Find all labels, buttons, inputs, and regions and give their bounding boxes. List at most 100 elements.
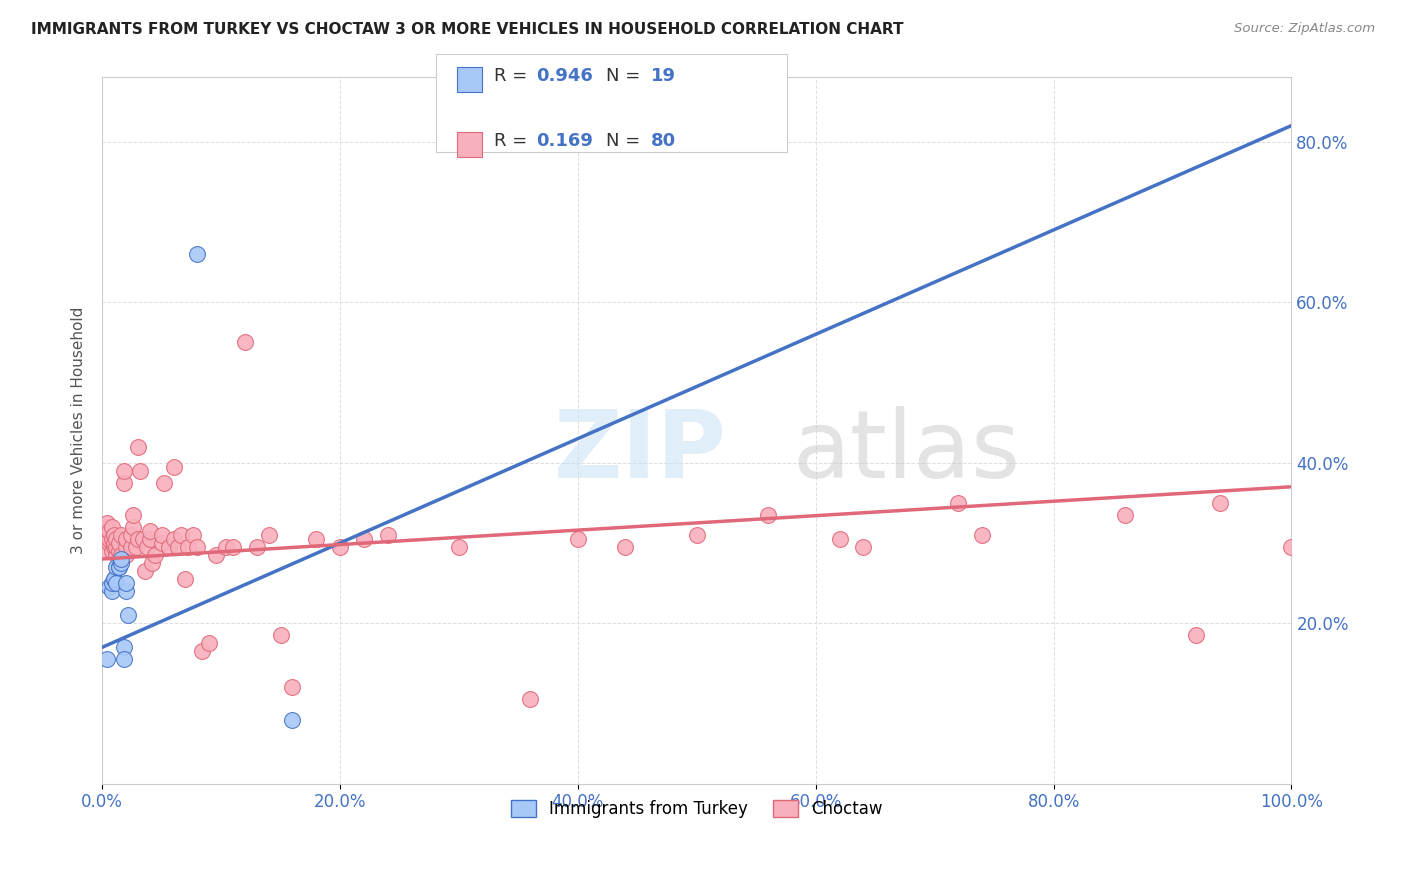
Point: [115, 540, 138, 554]
Point: [112, 464, 135, 478]
Point: [100, 520, 122, 534]
Point: [305, 532, 328, 546]
Point: [852, 540, 875, 554]
Text: R =: R =: [494, 67, 533, 85]
Point: [103, 572, 125, 586]
Point: [108, 560, 131, 574]
Point: [177, 540, 200, 554]
Point: [353, 532, 375, 546]
Point: [222, 540, 245, 554]
Point: [131, 532, 153, 546]
Point: [447, 540, 470, 554]
Point: [100, 576, 122, 591]
Point: [110, 528, 132, 542]
Point: [117, 608, 139, 623]
Point: [567, 532, 589, 546]
Point: [108, 536, 131, 550]
Point: [105, 532, 128, 546]
Text: R =: R =: [494, 132, 533, 150]
Point: [170, 528, 193, 542]
Point: [157, 540, 180, 554]
Point: [948, 496, 970, 510]
Point: [167, 540, 190, 554]
Point: [162, 459, 184, 474]
Legend: Immigrants from Turkey, Choctaw: Immigrants from Turkey, Choctaw: [505, 793, 890, 825]
Text: 19: 19: [651, 67, 676, 85]
Point: [519, 692, 541, 706]
Point: [108, 544, 131, 558]
Point: [153, 475, 176, 490]
Point: [93, 544, 115, 558]
Point: [143, 548, 166, 562]
Point: [115, 584, 138, 599]
Text: atlas: atlas: [792, 406, 1021, 498]
Point: [150, 528, 173, 542]
Text: ZIP: ZIP: [554, 406, 727, 498]
Point: [122, 520, 145, 534]
Point: [115, 532, 138, 546]
Point: [100, 532, 122, 546]
Point: [205, 548, 228, 562]
Point: [270, 628, 292, 642]
Point: [139, 532, 162, 546]
Y-axis label: 3 or more Vehicles in Household: 3 or more Vehicles in Household: [72, 307, 86, 554]
Point: [129, 464, 152, 478]
Point: [162, 532, 184, 546]
Point: [174, 572, 197, 586]
Point: [186, 247, 208, 261]
Text: IMMIGRANTS FROM TURKEY VS CHOCTAW 3 OR MORE VEHICLES IN HOUSEHOLD CORRELATION CH: IMMIGRANTS FROM TURKEY VS CHOCTAW 3 OR M…: [31, 22, 904, 37]
Point: [1281, 540, 1303, 554]
Point: [120, 528, 142, 542]
Point: [191, 644, 214, 658]
Point: [828, 532, 851, 546]
Point: [110, 552, 132, 566]
Point: [96, 516, 118, 530]
Point: [1114, 508, 1136, 522]
Point: [100, 544, 122, 558]
Point: [246, 540, 269, 554]
Point: [215, 540, 238, 554]
Point: [181, 528, 204, 542]
Point: [686, 528, 709, 542]
Point: [257, 528, 280, 542]
Point: [1209, 496, 1232, 510]
Point: [105, 548, 128, 562]
Point: [136, 540, 159, 554]
Text: N =: N =: [606, 67, 645, 85]
Point: [105, 560, 128, 574]
Point: [150, 536, 173, 550]
Point: [98, 532, 121, 546]
Point: [112, 475, 135, 490]
Text: N =: N =: [606, 132, 645, 150]
Point: [124, 540, 146, 554]
Point: [108, 560, 131, 574]
Point: [281, 681, 304, 695]
Point: [103, 536, 125, 550]
Point: [281, 713, 304, 727]
Point: [115, 576, 138, 591]
Point: [614, 540, 637, 554]
Point: [112, 640, 135, 655]
Text: 80: 80: [651, 132, 676, 150]
Point: [186, 540, 208, 554]
Point: [93, 528, 115, 542]
Point: [127, 440, 149, 454]
Point: [100, 584, 122, 599]
Point: [120, 540, 142, 554]
Point: [329, 540, 352, 554]
Point: [1185, 628, 1208, 642]
Point: [110, 548, 132, 562]
Point: [122, 508, 145, 522]
Text: Source: ZipAtlas.com: Source: ZipAtlas.com: [1234, 22, 1375, 36]
Point: [98, 524, 121, 538]
Text: 0.946: 0.946: [536, 67, 592, 85]
Point: [972, 528, 994, 542]
Point: [98, 580, 121, 594]
Point: [105, 540, 128, 554]
Point: [233, 335, 256, 350]
Point: [134, 564, 156, 578]
Text: 0.169: 0.169: [536, 132, 592, 150]
Point: [115, 548, 138, 562]
Point: [110, 556, 132, 570]
Point: [377, 528, 399, 542]
